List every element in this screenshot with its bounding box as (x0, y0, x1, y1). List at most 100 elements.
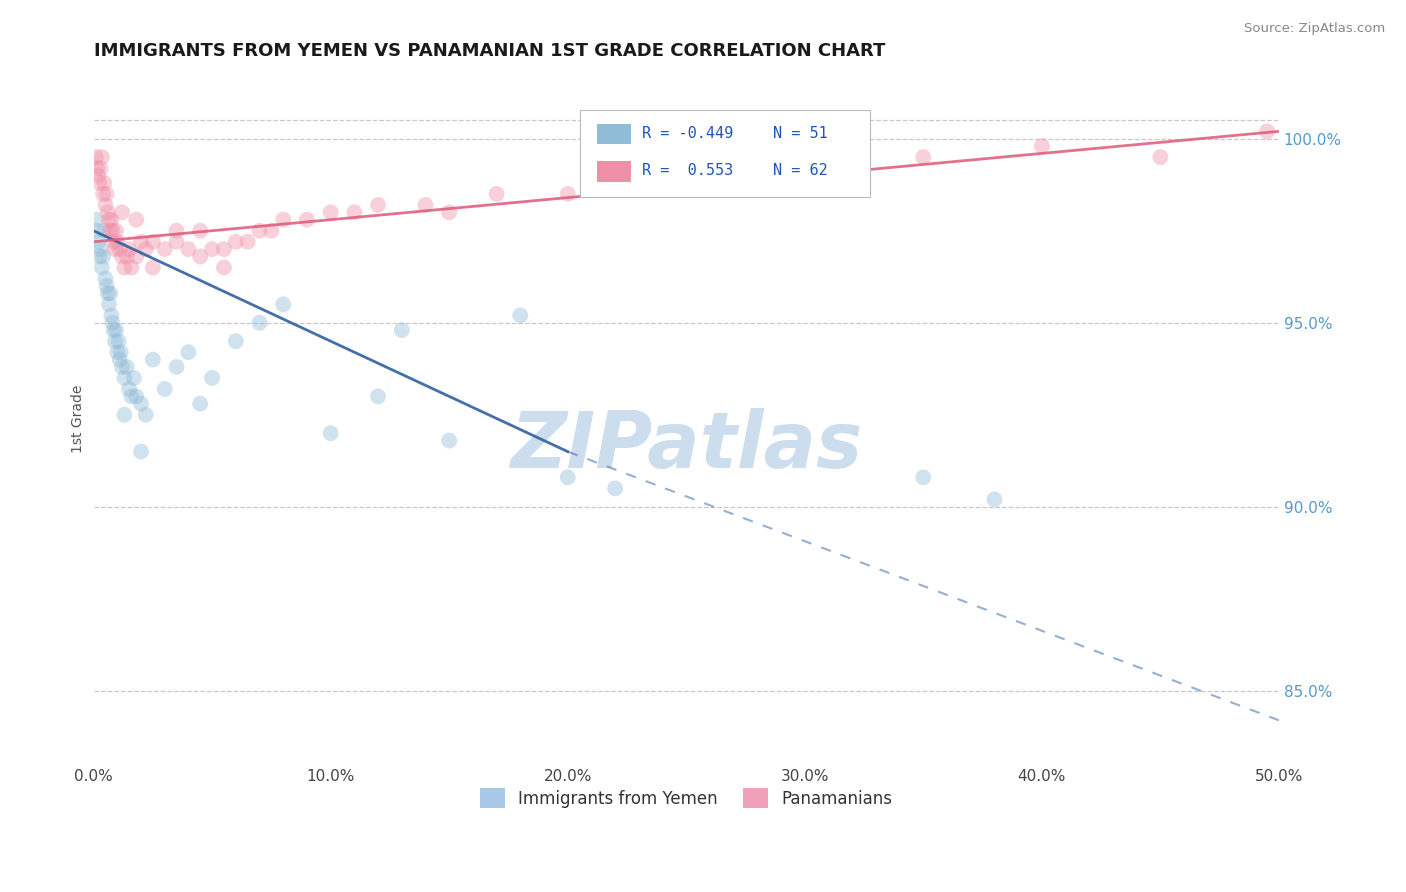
Point (93, 224, 115, 238)
Point (212, 242, 235, 256)
Point (98, 212, 121, 227)
Point (188, 250, 211, 264)
Point (129, 235, 152, 249)
Point (96, 279, 118, 293)
Text: N = 62: N = 62 (773, 163, 828, 178)
Point (125, 212, 148, 227)
Point (142, 235, 165, 249)
Point (912, 470, 935, 484)
Point (87, 235, 110, 249)
Point (111, 359, 134, 374)
Point (101, 316, 124, 330)
Point (90, 161, 112, 175)
Point (111, 250, 134, 264)
Point (84, 212, 107, 227)
Point (94, 271, 117, 285)
Point (96, 186, 118, 201)
Point (201, 242, 224, 256)
Point (271, 212, 294, 227)
Point (225, 334, 247, 348)
Point (112, 408, 135, 422)
Point (177, 242, 200, 256)
Point (108, 242, 131, 256)
Text: R =  0.553: R = 0.553 (643, 163, 734, 178)
Point (118, 242, 141, 256)
Text: IMMIGRANTS FROM YEMEN VS PANAMANIAN 1ST GRADE CORRELATION CHART: IMMIGRANTS FROM YEMEN VS PANAMANIAN 1ST … (94, 42, 884, 60)
Point (236, 235, 259, 249)
Point (249, 224, 271, 238)
Point (135, 408, 157, 422)
Point (118, 382, 141, 396)
Point (153, 242, 176, 256)
Point (485, 186, 508, 201)
Point (747, 161, 769, 175)
Bar (598, 124, 630, 145)
Point (93, 176, 115, 190)
Point (90, 260, 112, 275)
Point (97, 205, 120, 219)
Point (86, 224, 108, 238)
Point (142, 352, 165, 367)
Point (1256, 124, 1278, 138)
Point (437, 434, 460, 448)
Point (91, 250, 114, 264)
Point (129, 444, 152, 458)
Point (675, 169, 697, 183)
Point (94, 198, 117, 212)
Point (103, 323, 125, 337)
Point (98, 224, 121, 238)
Text: N = 51: N = 51 (773, 126, 828, 141)
Point (86, 161, 108, 175)
Point (225, 235, 247, 249)
Text: Source: ZipAtlas.com: Source: ZipAtlas.com (1244, 22, 1385, 36)
Point (166, 359, 188, 374)
Point (103, 235, 125, 249)
Point (105, 345, 128, 359)
Point (295, 212, 318, 227)
Point (87, 169, 110, 183)
Point (107, 334, 129, 348)
Point (97, 286, 120, 301)
Point (121, 260, 143, 275)
Point (105, 323, 128, 337)
FancyBboxPatch shape (579, 111, 870, 197)
Point (122, 371, 145, 385)
Point (115, 250, 138, 264)
Point (343, 205, 366, 219)
Point (912, 150, 935, 164)
Point (101, 224, 124, 238)
Point (557, 470, 579, 484)
Point (983, 492, 1005, 507)
Point (111, 205, 134, 219)
Point (177, 345, 200, 359)
Point (100, 309, 122, 323)
Point (104, 334, 127, 348)
Point (260, 224, 283, 238)
Text: ZIPatlas: ZIPatlas (510, 409, 862, 484)
Point (90, 242, 112, 256)
Point (98, 297, 121, 311)
Point (557, 186, 579, 201)
Text: R = -0.449: R = -0.449 (643, 126, 734, 141)
Point (89, 176, 111, 190)
Point (125, 250, 148, 264)
Point (367, 389, 389, 403)
Point (605, 169, 627, 183)
Point (249, 316, 271, 330)
Point (793, 161, 815, 175)
Point (201, 371, 224, 385)
Point (112, 260, 135, 275)
Point (415, 198, 437, 212)
Point (212, 260, 235, 275)
Point (110, 345, 132, 359)
Point (104, 242, 127, 256)
Point (105, 224, 128, 238)
Point (121, 389, 143, 403)
Point (271, 297, 294, 311)
Point (509, 309, 531, 323)
Point (91, 186, 114, 201)
Point (90, 150, 112, 164)
Y-axis label: 1st Grade: 1st Grade (72, 384, 86, 452)
Point (166, 224, 188, 238)
Point (84, 150, 107, 164)
